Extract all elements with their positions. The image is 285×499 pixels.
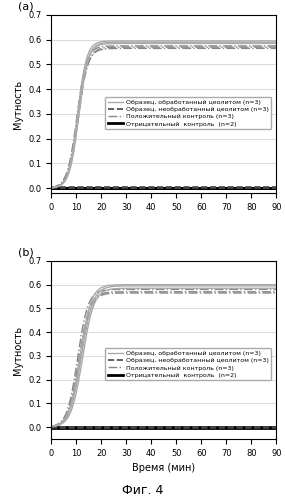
X-axis label: Время (мин): Время (мин) <box>132 464 196 474</box>
Y-axis label: Мутность: Мутность <box>13 325 23 375</box>
Text: (b): (b) <box>18 248 33 257</box>
Text: Фиг. 4: Фиг. 4 <box>122 484 163 497</box>
Y-axis label: Мутность: Мутность <box>13 79 23 129</box>
Legend: Образец, обработанный цеолитом (n=3), Образец, необработанный цеолитом (n=3), По: Образец, обработанный цеолитом (n=3), Об… <box>105 348 271 380</box>
Text: (a): (a) <box>18 1 33 11</box>
Legend: Образец, обработанный цеолитом (n=3), Образец, необработанный цеолитом (n=3), По: Образец, обработанный цеолитом (n=3), Об… <box>105 97 271 129</box>
